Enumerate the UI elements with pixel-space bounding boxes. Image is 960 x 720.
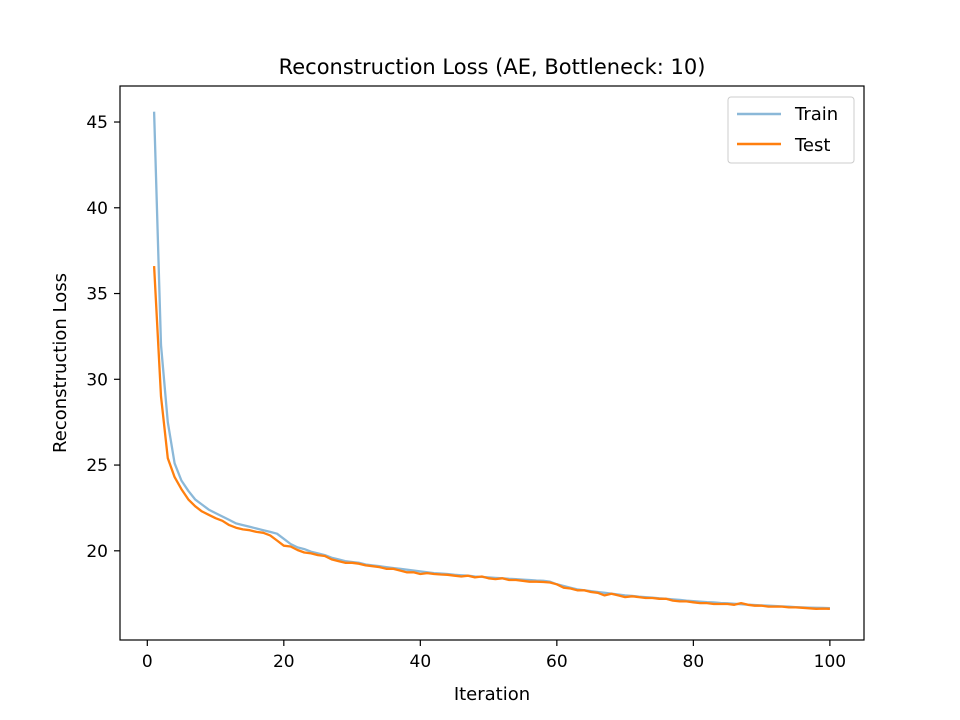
y-axis-ticks: 20 25 30 35 40 45 (86, 113, 120, 562)
legend: Train Test (727, 96, 855, 164)
series-line-test (152, 266, 830, 610)
y-tick-label: 40 (86, 199, 108, 219)
y-tick-label: 35 (86, 285, 108, 305)
x-axis-ticks: 0 20 40 60 80 100 (142, 640, 846, 672)
x-tick-label: 80 (683, 652, 705, 672)
y-tick-label: 30 (86, 370, 108, 390)
x-tick-label: 40 (410, 652, 432, 672)
x-tick-label: 100 (814, 652, 846, 672)
legend-label-test: Test (794, 135, 830, 156)
y-tick-label: 45 (86, 113, 108, 133)
chart-title: Reconstruction Loss (AE, Bottleneck: 10) (279, 55, 706, 79)
x-tick-label: 20 (273, 652, 295, 672)
x-tick-label: 60 (546, 652, 568, 672)
y-axis-label: Reconstruction Loss (50, 273, 71, 453)
x-tick-label: 0 (142, 652, 153, 672)
x-axis-label: Iteration (454, 684, 530, 705)
y-tick-label: 20 (86, 542, 108, 562)
y-tick-label: 25 (86, 456, 108, 476)
legend-label-train: Train (794, 104, 838, 125)
plot-area-frame (119, 85, 865, 641)
series-layer (152, 111, 830, 610)
